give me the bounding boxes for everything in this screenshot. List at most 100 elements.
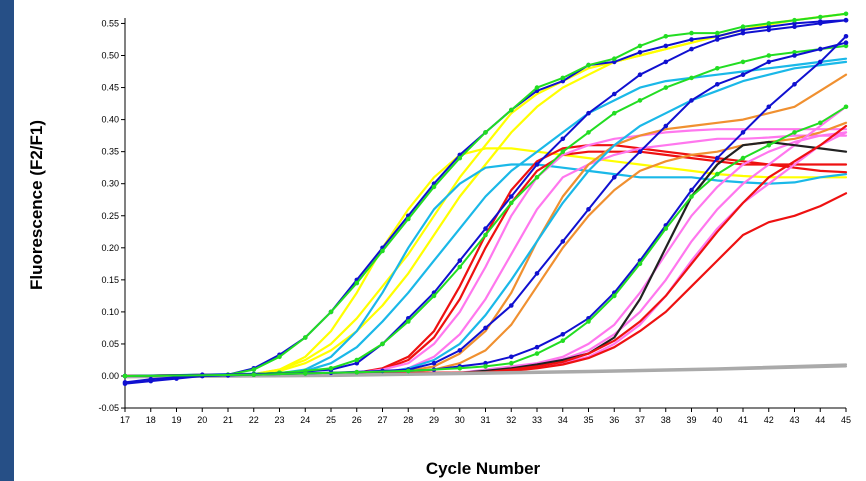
series-point bbox=[818, 14, 823, 20]
series-point bbox=[457, 264, 463, 270]
series-line bbox=[123, 12, 848, 378]
series-point bbox=[818, 120, 823, 126]
x-tick-label: 42 bbox=[764, 415, 774, 425]
series-point bbox=[766, 24, 772, 30]
series-layer bbox=[122, 11, 849, 387]
series-line bbox=[123, 150, 848, 378]
x-tick-label: 36 bbox=[609, 415, 619, 425]
y-tick-label: 0.20 bbox=[101, 243, 119, 253]
series-point bbox=[637, 149, 643, 154]
series-point bbox=[792, 53, 797, 58]
series-point bbox=[457, 155, 463, 161]
y-tick-label: 0.35 bbox=[101, 147, 119, 157]
series-24 bbox=[123, 192, 848, 378]
series-12 bbox=[123, 134, 848, 378]
series-point bbox=[843, 40, 849, 45]
x-tick-label: 44 bbox=[815, 415, 825, 425]
series-point bbox=[740, 155, 746, 161]
series-point bbox=[792, 82, 797, 87]
series-point bbox=[586, 110, 591, 116]
y-tick-label: 0.30 bbox=[101, 179, 119, 189]
series-point bbox=[406, 319, 411, 324]
series-point bbox=[689, 46, 694, 52]
series-point bbox=[740, 59, 746, 65]
series-point bbox=[637, 72, 643, 77]
series-point bbox=[715, 30, 720, 36]
series-point bbox=[740, 27, 746, 33]
x-tick-label: 35 bbox=[583, 415, 593, 425]
series-point bbox=[483, 130, 488, 135]
series-point bbox=[534, 175, 540, 180]
series-point bbox=[483, 360, 488, 366]
y-tick-label: 0.40 bbox=[101, 115, 119, 125]
series-point bbox=[792, 21, 797, 26]
series-point bbox=[689, 30, 694, 36]
x-tick-label: 19 bbox=[171, 415, 181, 425]
series-line bbox=[123, 60, 848, 378]
y-tick-label: 0.55 bbox=[101, 18, 119, 28]
series-line bbox=[123, 128, 848, 378]
series-point bbox=[534, 162, 540, 167]
series-19 bbox=[123, 131, 848, 378]
series-point bbox=[843, 43, 849, 49]
series-3 bbox=[123, 12, 848, 378]
series-point bbox=[637, 261, 643, 267]
series-point bbox=[715, 37, 720, 42]
series-line bbox=[123, 192, 848, 378]
x-tick-label: 43 bbox=[789, 415, 799, 425]
series-line bbox=[123, 365, 848, 379]
series-point bbox=[740, 72, 746, 77]
y-tick-label: 0.50 bbox=[101, 51, 119, 61]
series-point bbox=[354, 360, 360, 366]
series-point bbox=[457, 348, 463, 353]
x-tick-label: 20 bbox=[197, 415, 207, 425]
series-point bbox=[843, 11, 849, 17]
series-point bbox=[354, 280, 360, 286]
series-point bbox=[766, 21, 772, 26]
series-point bbox=[612, 175, 617, 180]
series-point bbox=[174, 376, 179, 381]
series-point bbox=[843, 17, 849, 23]
series-point bbox=[740, 30, 746, 36]
series-point bbox=[509, 303, 514, 308]
series-point bbox=[534, 85, 540, 90]
x-tick-label: 38 bbox=[661, 415, 671, 425]
series-10 bbox=[123, 150, 848, 378]
series-point bbox=[663, 123, 669, 129]
series-point bbox=[818, 21, 823, 26]
series-point bbox=[560, 136, 566, 142]
series-point bbox=[715, 171, 720, 177]
series-point bbox=[689, 98, 694, 103]
y-tick-label: 0.45 bbox=[101, 83, 119, 93]
series-point bbox=[534, 344, 540, 350]
series-18 bbox=[122, 104, 849, 379]
series-14 bbox=[123, 73, 848, 378]
series-point bbox=[586, 62, 591, 68]
series-point bbox=[380, 341, 385, 347]
y-tick-label: 0.00 bbox=[101, 371, 119, 381]
x-tick-label: 32 bbox=[506, 415, 516, 425]
series-point bbox=[663, 59, 669, 65]
series-line bbox=[123, 131, 848, 378]
x-tick-label: 18 bbox=[146, 415, 156, 425]
slide-left-bar bbox=[0, 0, 14, 481]
series-point bbox=[148, 378, 154, 384]
series-25 bbox=[123, 363, 848, 378]
series-point bbox=[483, 325, 488, 331]
x-tick-label: 41 bbox=[738, 415, 748, 425]
series-point bbox=[715, 34, 720, 39]
series-point bbox=[740, 130, 746, 135]
series-point bbox=[560, 75, 566, 81]
series-point bbox=[612, 56, 617, 61]
x-tick-label: 27 bbox=[377, 415, 387, 425]
series-point bbox=[251, 372, 257, 378]
series-9 bbox=[123, 144, 848, 378]
series-point bbox=[431, 293, 437, 299]
series-point bbox=[406, 368, 411, 374]
series-line bbox=[123, 12, 848, 378]
y-tick-label: 0.10 bbox=[101, 307, 119, 317]
y-axis-title: Fluorescence (F2/F1) bbox=[27, 120, 46, 290]
x-tick-label: 39 bbox=[686, 415, 696, 425]
